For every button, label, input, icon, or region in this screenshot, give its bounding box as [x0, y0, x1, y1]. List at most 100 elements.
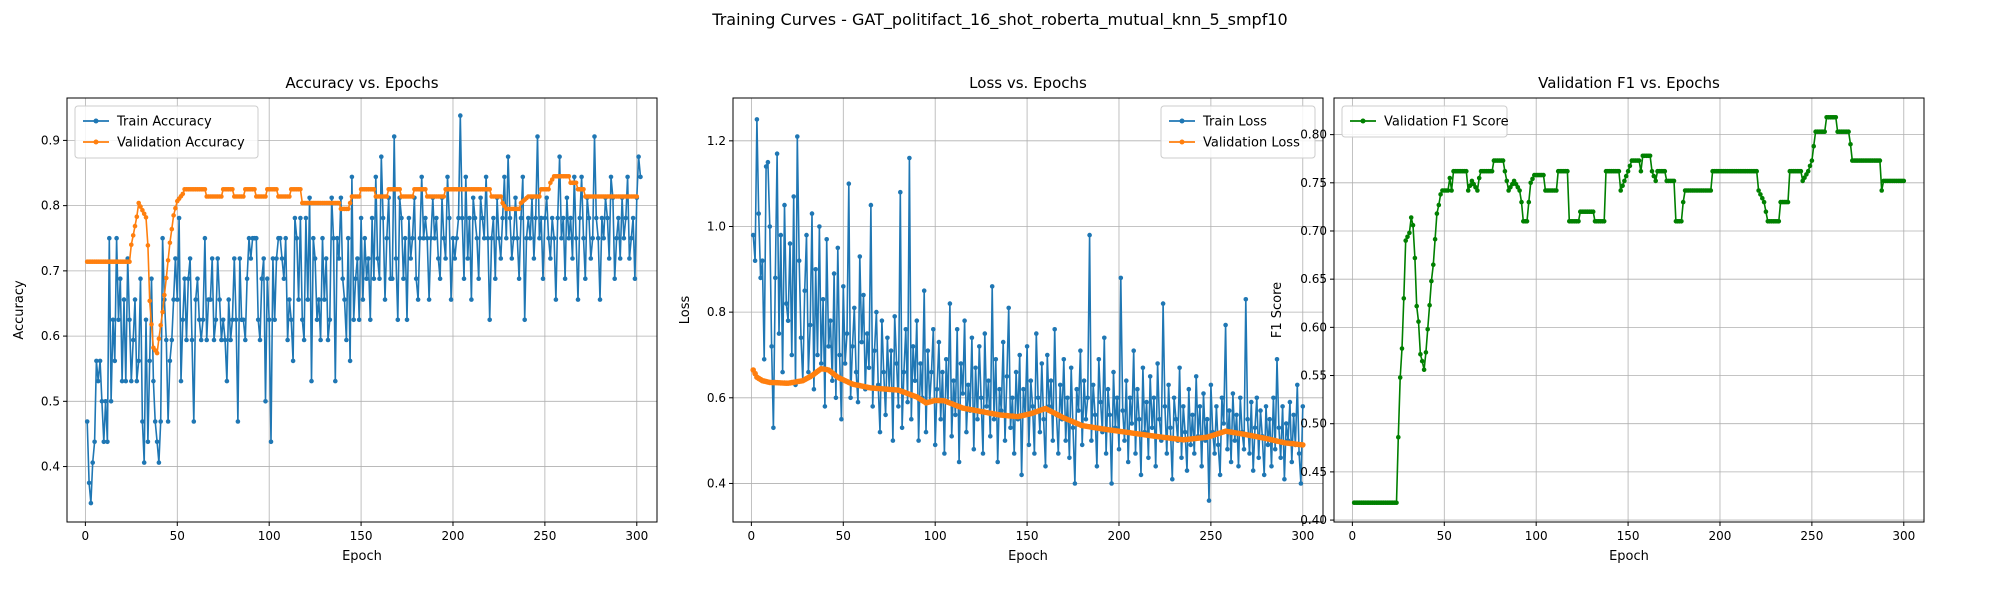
- validation-f1-score-point: [1397, 375, 1403, 380]
- train-loss-point: [912, 378, 918, 384]
- validation-f1-score-point: [1438, 192, 1443, 197]
- train-accuracy-point: [498, 256, 504, 261]
- train-accuracy-point: [518, 215, 524, 221]
- y-tick-label: 0.5: [41, 394, 60, 408]
- train-loss-point: [822, 404, 828, 409]
- train-accuracy-point: [448, 297, 454, 302]
- train-loss-point: [1219, 395, 1225, 401]
- f1-plot-area: [1351, 115, 1907, 506]
- train-loss-point: [1146, 455, 1151, 461]
- validation-f1-score-point: [1833, 115, 1839, 120]
- train-accuracy-point: [152, 419, 158, 424]
- train-accuracy-point: [294, 235, 300, 241]
- train-loss-point: [1144, 399, 1149, 405]
- train-accuracy-point: [531, 256, 537, 261]
- train-loss-point: [921, 288, 927, 294]
- train-accuracy-point: [200, 317, 206, 323]
- train-loss-point: [877, 429, 883, 435]
- x-tick-label: 0: [82, 529, 90, 543]
- train-accuracy-point: [362, 235, 368, 241]
- validation-f1-score-point: [1785, 199, 1791, 205]
- validation-accuracy-point: [140, 207, 145, 213]
- train-accuracy-point: [145, 439, 151, 445]
- train-loss-point: [1109, 481, 1114, 486]
- train-accuracy-point: [338, 195, 344, 201]
- train-loss-point: [756, 211, 761, 216]
- validation-f1-score-point: [1475, 188, 1480, 193]
- train-accuracy-point: [253, 235, 259, 241]
- train-loss-point: [988, 434, 993, 439]
- train-loss-point: [1212, 451, 1217, 456]
- train-loss-point: [943, 357, 949, 362]
- train-loss-point: [785, 318, 791, 324]
- train-accuracy-point: [334, 235, 340, 241]
- train-loss-point: [1035, 395, 1041, 401]
- y-tick-label: 0.55: [1300, 369, 1327, 383]
- validation-accuracy-point: [219, 194, 224, 199]
- train-loss-point: [1138, 472, 1144, 478]
- train-accuracy-point: [180, 317, 186, 323]
- f1-panel: 0 50 100 150 200 250 300 0.40 0.45 0.50 0.55 0.60 0.…: [1270, 74, 1925, 564]
- validation-f1-score-point: [1519, 199, 1524, 205]
- train-accuracy-point: [219, 337, 224, 343]
- train-loss-point: [1197, 404, 1203, 409]
- train-loss-point: [1008, 425, 1013, 431]
- train-loss-point: [1227, 408, 1232, 413]
- validation-f1-score-point: [1421, 367, 1427, 373]
- loss-panel: 0 50 100 150 200 250 300 0.4 0.6 0.8 1.0 1.2 Loss vs…: [678, 74, 1324, 564]
- train-loss-point: [1041, 416, 1046, 422]
- train-accuracy-point: [616, 215, 621, 221]
- validation-accuracy-point: [634, 194, 640, 199]
- train-accuracy-point: [535, 134, 540, 139]
- train-accuracy-point: [496, 235, 502, 241]
- train-accuracy-point: [342, 297, 347, 302]
- train-accuracy-point: [384, 235, 390, 241]
- train-loss-point: [890, 438, 896, 443]
- train-loss-point: [1247, 451, 1252, 456]
- validation-f1-score-point: [1877, 158, 1883, 163]
- train-loss-point: [780, 369, 785, 375]
- validation-f1-score-point: [1809, 158, 1815, 163]
- validation-accuracy-point: [274, 187, 279, 192]
- train-loss-point: [986, 378, 991, 384]
- train-accuracy-point: [211, 337, 217, 343]
- train-accuracy-point: [424, 235, 430, 241]
- validation-f1-score-point: [1524, 219, 1530, 224]
- validation-f1-score-point: [1489, 168, 1495, 174]
- x-tick-label: 150: [350, 529, 373, 543]
- f1-axes-frame: [1333, 97, 1925, 523]
- loss-ylabel: Loss: [678, 296, 693, 325]
- validation-f1-score-point: [1822, 129, 1827, 134]
- train-loss-point: [892, 314, 897, 319]
- train-loss-point: [997, 386, 1002, 392]
- train-accuracy-point: [581, 235, 586, 241]
- train-accuracy-point: [406, 215, 412, 221]
- train-accuracy-point: [638, 174, 643, 180]
- train-loss-legend-marker: [1179, 118, 1185, 124]
- y-tick-label: 0.65: [1300, 272, 1327, 286]
- validation-accuracy-point: [537, 194, 542, 199]
- train-accuracy-point: [375, 256, 380, 261]
- validation-accuracy-point: [230, 187, 235, 192]
- train-loss-point: [1111, 369, 1116, 375]
- train-accuracy-point: [399, 215, 404, 221]
- train-accuracy-point: [481, 235, 487, 241]
- train-loss-point: [773, 275, 778, 281]
- x-tick-label: 50: [170, 529, 185, 543]
- validation-f1-score-point: [1565, 168, 1570, 174]
- train-loss-point: [1107, 412, 1113, 418]
- train-loss-point: [1050, 438, 1056, 443]
- train-accuracy-point: [379, 154, 384, 159]
- train-loss-point: [1052, 327, 1057, 332]
- train-loss-point: [833, 395, 839, 401]
- train-loss-point: [1085, 395, 1090, 401]
- train-loss-point: [1208, 382, 1214, 388]
- validation-accuracy-point: [162, 292, 167, 298]
- train-loss-point: [1098, 399, 1103, 405]
- x-tick-label: 0: [748, 529, 756, 543]
- train-accuracy-point: [463, 174, 469, 180]
- train-accuracy-point: [369, 215, 375, 221]
- train-accuracy-point: [537, 235, 542, 241]
- train-loss-point: [936, 339, 942, 345]
- y-tick-label: 0.4: [707, 476, 726, 490]
